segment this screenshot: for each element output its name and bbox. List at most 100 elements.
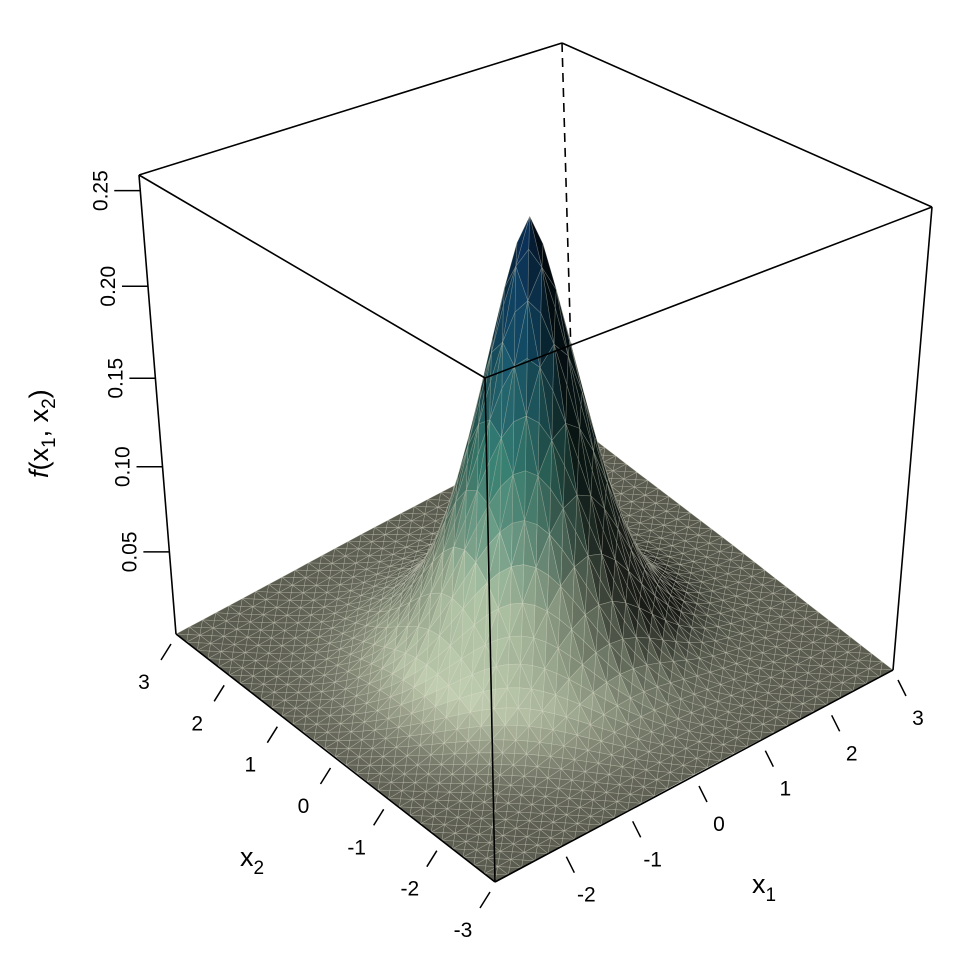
surface-facet: [358, 673, 371, 684]
surface-facet: [675, 641, 690, 652]
surface-facet: [614, 455, 627, 465]
surface-facet: [730, 559, 743, 569]
surface-facet: [501, 341, 515, 389]
surface-facet: [412, 791, 427, 801]
surface-facet: [618, 784, 631, 795]
surface-facet: [752, 561, 766, 571]
surface-facet: [517, 687, 532, 709]
surface-facet: [305, 570, 320, 579]
surface-facet: [197, 642, 211, 651]
surface-facet: [640, 794, 655, 804]
surface-facet: [360, 644, 375, 660]
x2-tick-label: 3: [138, 671, 150, 694]
surface-facet: [601, 553, 616, 581]
surface-facet: [424, 673, 438, 697]
surface-facet: [661, 734, 676, 745]
surface-facet: [610, 754, 623, 768]
surface-facet: [696, 666, 711, 677]
surface-facet: [576, 494, 592, 526]
surface-facet: [419, 744, 433, 756]
surface-facet: [511, 764, 525, 777]
surface-facet: [350, 582, 365, 592]
surface-facet: [337, 731, 352, 741]
surface-facet: [635, 534, 649, 543]
surface-facet: [408, 527, 423, 535]
axis-ticks: -2 -1 0 1 2 3 3 2 1 0 -1 -2 -3 0.05 0.10 0.15 0.20 0.25: [89, 170, 924, 942]
surface-facet: [656, 686, 670, 705]
surface-facet: [749, 722, 764, 732]
surface-facet: [475, 763, 490, 775]
surface-facet: [598, 754, 613, 766]
surface-facet: [220, 651, 234, 661]
x2-tick-label: 0: [298, 795, 310, 818]
surface-facet: [633, 541, 648, 566]
surface-facet: [373, 582, 387, 589]
surface-facet: [427, 492, 441, 501]
surface-facet: [351, 576, 365, 585]
surface-facet: [366, 689, 381, 704]
surface-facet: [670, 682, 683, 700]
surface-facet: [820, 658, 835, 668]
surface-facet: [744, 689, 757, 700]
surface-facet: [387, 513, 402, 521]
surface-facet: [478, 739, 493, 754]
surface-facet: [412, 564, 425, 585]
surface-facet: [324, 665, 338, 676]
surface-facet: [766, 692, 780, 703]
surface-facet: [422, 799, 437, 809]
surface-facet: [686, 658, 700, 668]
surface-facet: [252, 668, 267, 677]
surface-facet: [831, 667, 846, 676]
surface-facet: [640, 716, 654, 733]
surface-facet: [338, 723, 352, 733]
surface-facet: [497, 866, 510, 876]
surface-facet: [794, 679, 808, 689]
surface-facet: [432, 534, 445, 563]
surface-facet: [279, 653, 293, 662]
surface-facet: [425, 791, 439, 801]
z-tick-label: 0.25: [89, 170, 112, 211]
surface-facet: [512, 415, 527, 476]
surface-facet: [347, 595, 362, 605]
surface-facet: [651, 731, 664, 745]
surface-facet: [361, 738, 375, 749]
surface-facet: [342, 629, 355, 639]
surface-facet: [395, 746, 409, 757]
surface-facet: [386, 616, 399, 628]
surface-facet: [302, 585, 317, 594]
surface-facet: [525, 415, 540, 477]
surface-facet: [701, 581, 714, 592]
surface-facet: [620, 486, 635, 495]
x2-tick-mark: [426, 850, 438, 868]
surface-facet: [292, 652, 305, 662]
surface-facet: [353, 712, 366, 723]
surface-facet: [429, 592, 442, 612]
surface-facet: [405, 545, 419, 552]
surface-facet: [363, 710, 378, 723]
surface-facet: [770, 670, 785, 680]
surface-facet: [667, 780, 682, 790]
surface-facet: [267, 652, 280, 662]
surface-facet: [521, 785, 535, 796]
surface-facet: [677, 708, 692, 720]
x2-tick-mark: [213, 684, 225, 702]
surface-facet: [276, 599, 291, 609]
z-tick-label: 0.20: [97, 266, 120, 307]
surface-facet: [848, 636, 862, 646]
surface-facet: [619, 776, 634, 787]
surface-facet: [806, 672, 819, 682]
surface-facet: [682, 553, 696, 562]
surface-facet: [775, 710, 790, 719]
surface-facet: [292, 723, 306, 733]
surface-facet: [403, 551, 418, 560]
surface-facet: [489, 834, 504, 844]
surface-facet: [513, 300, 529, 367]
surface-facet: [625, 585, 640, 609]
surface-facet: [560, 759, 575, 771]
surface-facet: [533, 637, 547, 670]
surface-facet: [452, 841, 467, 850]
surface-facet: [478, 834, 492, 844]
surface-facet: [741, 633, 754, 644]
surface-facet: [754, 621, 769, 630]
x2-tick-label: 2: [191, 712, 203, 735]
